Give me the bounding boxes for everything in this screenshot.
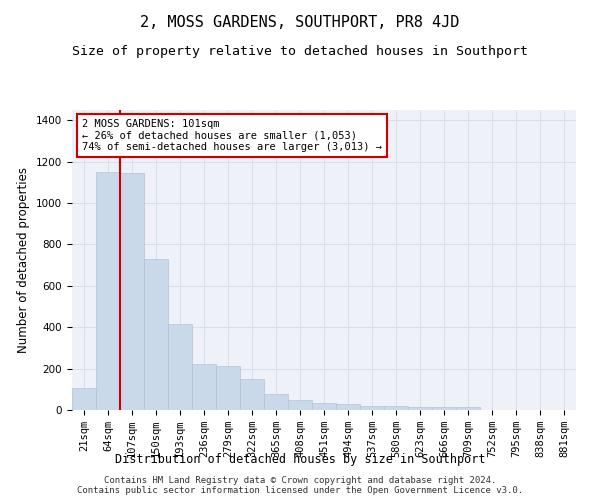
- Text: Size of property relative to detached houses in Southport: Size of property relative to detached ho…: [72, 45, 528, 58]
- Text: Distribution of detached houses by size in Southport: Distribution of detached houses by size …: [115, 452, 485, 466]
- Bar: [216, 366, 240, 410]
- Bar: [144, 259, 168, 410]
- Bar: [96, 172, 120, 410]
- Text: 2 MOSS GARDENS: 101sqm
← 26% of detached houses are smaller (1,053)
74% of semi-: 2 MOSS GARDENS: 101sqm ← 26% of detached…: [82, 119, 382, 152]
- Bar: [264, 394, 288, 410]
- Bar: [288, 400, 312, 410]
- Bar: [336, 404, 360, 410]
- Bar: [120, 173, 144, 410]
- Y-axis label: Number of detached properties: Number of detached properties: [17, 167, 31, 353]
- Text: Contains HM Land Registry data © Crown copyright and database right 2024.
Contai: Contains HM Land Registry data © Crown c…: [77, 476, 523, 495]
- Bar: [360, 406, 384, 410]
- Bar: [408, 407, 432, 410]
- Text: 2, MOSS GARDENS, SOUTHPORT, PR8 4JD: 2, MOSS GARDENS, SOUTHPORT, PR8 4JD: [140, 15, 460, 30]
- Bar: [240, 379, 264, 410]
- Bar: [432, 407, 456, 410]
- Bar: [72, 388, 96, 410]
- Bar: [312, 403, 336, 410]
- Bar: [168, 324, 192, 410]
- Bar: [384, 406, 408, 410]
- Bar: [456, 408, 480, 410]
- Bar: [192, 364, 216, 410]
